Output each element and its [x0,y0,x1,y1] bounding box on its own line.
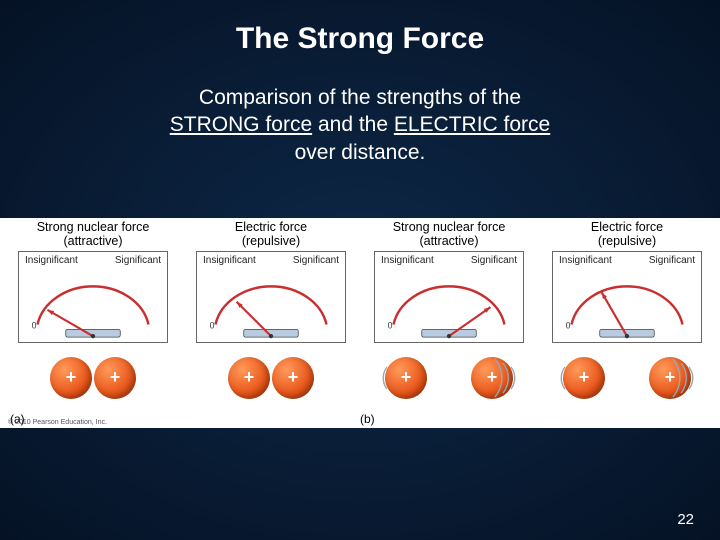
gauge-label-right: Significant [115,255,161,266]
gauge-box: Insignificant Significant 0 [552,251,702,343]
subtitle-line3: over distance. [295,141,426,164]
slide-number: 22 [677,511,694,528]
gauge-panels-row: Strong nuclear force(attractive) Insigni… [0,218,720,350]
gauge-svg: 0 [553,268,701,342]
gauge-pivot [447,334,451,338]
gauge-arc [572,286,683,324]
gauge-arc [216,286,327,324]
gauge-zero: 0 [566,320,571,330]
gauge-panel: Electric force(repulsive) Insignificant … [184,218,358,350]
gauge-pivot [269,334,273,338]
gauge-label-left: Insignificant [203,255,256,266]
panel-title: Electric force(repulsive) [591,218,663,250]
proton-pair [6,352,180,404]
gauge-labels: Insignificant Significant [553,252,701,266]
gauge-labels: Insignificant Significant [197,252,345,266]
panel-title: Strong nuclear force(attractive) [393,218,506,250]
proton [228,357,270,399]
gauge-zero: 0 [388,320,393,330]
force-comparison-figure: Strong nuclear force(attractive) Insigni… [0,218,720,428]
proton [94,357,136,399]
gauge-label-left: Insignificant [381,255,434,266]
gauge-panel: Strong nuclear force(attractive) Insigni… [6,218,180,350]
gauge-panel: Electric force(repulsive) Insignificant … [540,218,714,350]
gauge-svg: 0 [375,268,523,342]
gauge-arc [38,286,149,324]
proton-pair [540,352,714,404]
subtitle-line1: Comparison of the strengths of the [199,86,521,109]
gauge-box: Insignificant Significant 0 [374,251,524,343]
proton-pair [362,352,536,404]
panel-title: Strong nuclear force(attractive) [37,218,150,250]
gauge-svg: 0 [19,268,167,342]
proton [272,357,314,399]
slide-title: The Strong Force [0,0,720,56]
subtitle-mid: and the [312,113,394,136]
proton [471,357,513,399]
particles-row [0,350,720,410]
subtitle-strong-underline: STRONG force [170,113,312,136]
gauge-panel: Strong nuclear force(attractive) Insigni… [362,218,536,350]
gauge-pivot [625,334,629,338]
gauge-label-left: Insignificant [559,255,612,266]
gauge-svg: 0 [197,268,345,342]
gauge-label-right: Significant [293,255,339,266]
gauge-box: Insignificant Significant 0 [196,251,346,343]
proton [649,357,691,399]
proton [563,357,605,399]
subtitle-electric-underline: ELECTRIC force [394,113,550,136]
group-labels: (a) (b) [10,412,710,426]
gauge-pivot [91,334,95,338]
proton [50,357,92,399]
gauge-box: Insignificant Significant 0 [18,251,168,343]
proton [385,357,427,399]
proton-pair [184,352,358,404]
panel-title: Electric force(repulsive) [235,218,307,250]
gauge-zero: 0 [210,320,215,330]
gauge-labels: Insignificant Significant [375,252,523,266]
gauge-label-right: Significant [471,255,517,266]
copyright-text: © 2010 Pearson Education, Inc. [8,419,107,426]
gauge-label-right: Significant [649,255,695,266]
gauge-labels: Insignificant Significant [19,252,167,266]
slide-subtitle: Comparison of the strengths of the STRON… [0,84,720,166]
gauge-arc [394,286,505,324]
group-label-b: (b) [360,412,710,426]
gauge-label-left: Insignificant [25,255,78,266]
gauge-zero: 0 [32,320,37,330]
